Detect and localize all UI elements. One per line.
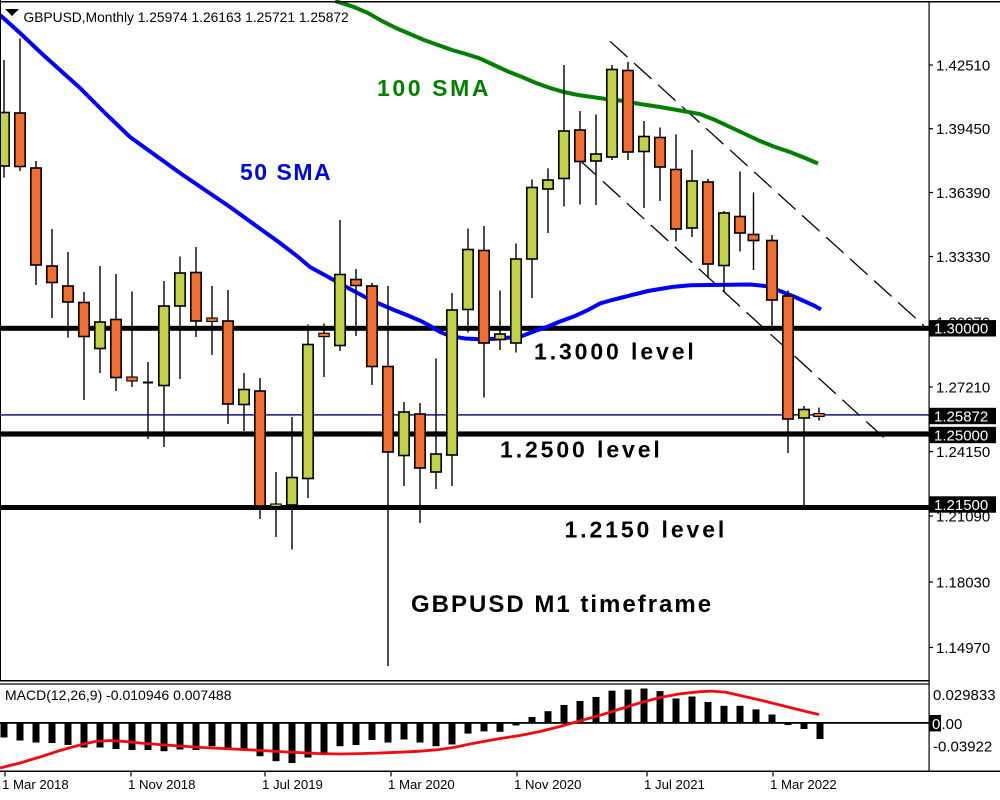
svg-text:GBPUSD,Monthly 1.25974 1.2616: GBPUSD,Monthly 1.25974 1.26163 1.25721 1… (24, 10, 349, 25)
svg-text:1.33330: 1.33330 (936, 249, 990, 266)
svg-text:1 Nov 2018: 1 Nov 2018 (128, 777, 195, 792)
svg-text:1 Mar 2022: 1 Mar 2022 (770, 777, 837, 792)
svg-text:1.3000 level: 1.3000 level (534, 339, 697, 365)
svg-text:50 SMA: 50 SMA (240, 159, 332, 185)
svg-text:-0.03922: -0.03922 (933, 739, 992, 756)
svg-text:1.25000: 1.25000 (934, 427, 988, 444)
svg-text:.00: .00 (942, 716, 963, 733)
svg-text:100 SMA: 100 SMA (377, 75, 491, 101)
svg-text:1.24150: 1.24150 (936, 444, 990, 461)
svg-text:1 Nov 2020: 1 Nov 2020 (514, 777, 581, 792)
svg-text:1 Mar 2020: 1 Mar 2020 (388, 777, 455, 792)
svg-text:GBPUSD M1 timeframe: GBPUSD M1 timeframe (411, 591, 713, 618)
svg-text:1.42510: 1.42510 (936, 58, 990, 75)
svg-text:1 Mar 2018: 1 Mar 2018 (2, 777, 69, 792)
svg-text:1.18030: 1.18030 (936, 575, 990, 592)
svg-text:1 Jul 2019: 1 Jul 2019 (262, 777, 323, 792)
svg-text:0.029833: 0.029833 (933, 687, 996, 704)
svg-text:1.25872: 1.25872 (934, 408, 988, 425)
svg-text:1.2500 level: 1.2500 level (500, 436, 663, 462)
svg-text:1.21500: 1.21500 (934, 497, 988, 514)
svg-text:1.21090: 1.21090 (936, 509, 990, 526)
svg-text:1.14970: 1.14970 (936, 640, 990, 657)
svg-text:MACD(12,26,9) -0.010946 0.0074: MACD(12,26,9) -0.010946 0.007488 (5, 687, 232, 703)
svg-text:1 Jul 2021: 1 Jul 2021 (644, 777, 705, 792)
svg-text:1.39450: 1.39450 (936, 121, 990, 138)
svg-text:1.36390: 1.36390 (936, 185, 990, 202)
svg-text:1.27210: 1.27210 (936, 380, 990, 397)
svg-text:1.2150 level: 1.2150 level (565, 517, 728, 543)
svg-text:0: 0 (932, 716, 940, 733)
svg-text:1.30000: 1.30000 (934, 321, 988, 338)
